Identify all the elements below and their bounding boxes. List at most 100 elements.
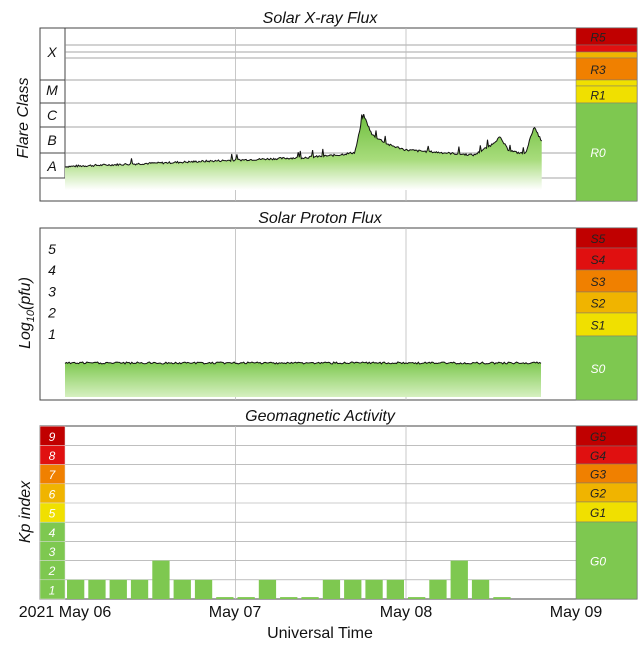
x-axis-label: Universal Time — [267, 625, 373, 642]
proton-tick-label: 4 — [48, 262, 56, 278]
xray-class-label: M — [46, 82, 58, 98]
kp-scale-label: G4 — [590, 449, 606, 463]
kp-bar — [450, 560, 468, 599]
kp-index-label: 2 — [48, 564, 56, 578]
xray-flux-line — [64, 113, 543, 168]
xray-scale-block — [575, 51, 638, 59]
kp-geomagnetic-scale: G5 G4 G3 G2 G1 G0 — [575, 425, 638, 600]
xray-class-label: C — [47, 107, 58, 123]
kp-index-label: 1 — [49, 583, 56, 597]
date-tick-labels: 2021 May 06 May 07 May 08 May 09 — [19, 604, 603, 621]
kp-bar — [301, 597, 319, 599]
kp-scale-block — [575, 501, 638, 523]
kp-bar — [493, 597, 511, 599]
xray-scale-block — [575, 57, 638, 81]
proton-tick-label: 2 — [47, 305, 56, 321]
kp-scale-block — [575, 463, 638, 484]
kp-index-label: 3 — [49, 545, 56, 559]
kp-title: Geomagnetic Activity — [245, 408, 396, 425]
proton-scale-label: S4 — [591, 253, 606, 267]
kp-bar — [280, 597, 298, 599]
xray-scale-block — [575, 85, 638, 104]
kp-bar — [344, 579, 362, 599]
kp-scale-block — [575, 482, 638, 503]
kp-scale-block — [575, 445, 638, 465]
proton-scale-block — [575, 247, 638, 271]
kp-bar — [429, 579, 447, 599]
proton-title: Solar Proton Flux — [258, 210, 383, 227]
kp-index-label: 9 — [49, 430, 56, 444]
xray-ylabel: Flare Class — [15, 78, 32, 159]
proton-tick-label: 3 — [48, 283, 56, 299]
proton-scale-block — [575, 335, 638, 401]
proton-panel: 5 4 3 2 1 S5 S4 S3 S2 S1 S0 — [39, 227, 638, 401]
xray-scale-label: R0 — [590, 146, 606, 160]
xray-scale-label: R1 — [590, 89, 605, 103]
kp-index-label: 8 — [49, 449, 56, 463]
kp-bar — [109, 579, 127, 599]
xray-class-label: X — [46, 44, 57, 60]
proton-scale-label: S1 — [591, 319, 606, 333]
kp-bar — [365, 579, 383, 599]
kp-scale-label: G3 — [590, 468, 606, 482]
proton-flux-line — [64, 361, 542, 365]
xray-scale-block — [575, 27, 638, 46]
kp-bar — [408, 597, 426, 599]
xray-scale-label: R5 — [590, 31, 606, 45]
proton-radiation-scale: S5 S4 S3 S2 S1 S0 — [575, 227, 638, 401]
kp-bars — [67, 560, 511, 599]
xray-scale-block — [575, 102, 638, 202]
kp-panel: 9 8 7 6 5 4 3 2 1 G5 G4 G3 G2 G1 G0 — [39, 425, 638, 600]
kp-index-label: 5 — [49, 507, 56, 521]
kp-scale-label: G1 — [590, 506, 606, 520]
kp-bar — [471, 579, 490, 599]
kp-bar — [152, 560, 170, 599]
kp-bar — [67, 579, 85, 599]
proton-scale-block — [575, 291, 638, 314]
date-tick-label: May 07 — [209, 604, 262, 621]
kp-bar — [386, 579, 404, 599]
proton-tick-label: 1 — [48, 326, 56, 342]
kp-index-label: 7 — [49, 468, 57, 482]
proton-ylabel: Log10(pfu) — [17, 277, 37, 349]
xray-scale-label: R3 — [590, 63, 606, 77]
kp-scale-label: G2 — [590, 487, 606, 501]
kp-scale-label: G5 — [590, 430, 606, 444]
date-tick-label: May 09 — [550, 604, 603, 621]
proton-tick-label: 5 — [48, 241, 56, 257]
xray-class-label: A — [46, 158, 56, 174]
xray-title: Solar X-ray Flux — [263, 10, 379, 27]
proton-scale-label: S0 — [591, 362, 606, 376]
proton-scale-block — [575, 227, 638, 249]
kp-bar — [173, 579, 191, 599]
kp-grid — [65, 426, 576, 599]
kp-ylabel: Kp index — [17, 480, 34, 543]
date-tick-label: 2021 May 06 — [19, 604, 112, 621]
kp-bar — [237, 597, 255, 599]
kp-index-label: 4 — [49, 526, 56, 540]
xray-flux-area — [65, 114, 542, 190]
proton-scale-label: S3 — [591, 275, 606, 289]
xray-scale-block — [575, 44, 638, 53]
proton-scale-label: S5 — [591, 232, 606, 246]
xray-radio-scale: R5 R3 R1 R0 — [575, 27, 638, 202]
kp-index-label: 6 — [49, 487, 56, 501]
proton-tick-labels: 5 4 3 2 1 — [47, 241, 56, 342]
kp-bar — [130, 579, 149, 599]
proton-flux-area — [65, 362, 541, 397]
xray-scale-block — [575, 79, 638, 87]
kp-frame — [39, 425, 638, 600]
kp-index-cell — [39, 579, 66, 600]
kp-bar — [258, 579, 277, 599]
kp-left-index: 9 8 7 6 5 4 3 2 1 — [39, 425, 66, 600]
date-tick-label: May 08 — [380, 604, 433, 621]
proton-scale-label: S2 — [591, 297, 606, 311]
kp-scale-label: G0 — [590, 555, 606, 569]
kp-bar — [216, 597, 234, 599]
kp-scale-block — [575, 425, 638, 447]
proton-scale-block — [575, 312, 638, 337]
